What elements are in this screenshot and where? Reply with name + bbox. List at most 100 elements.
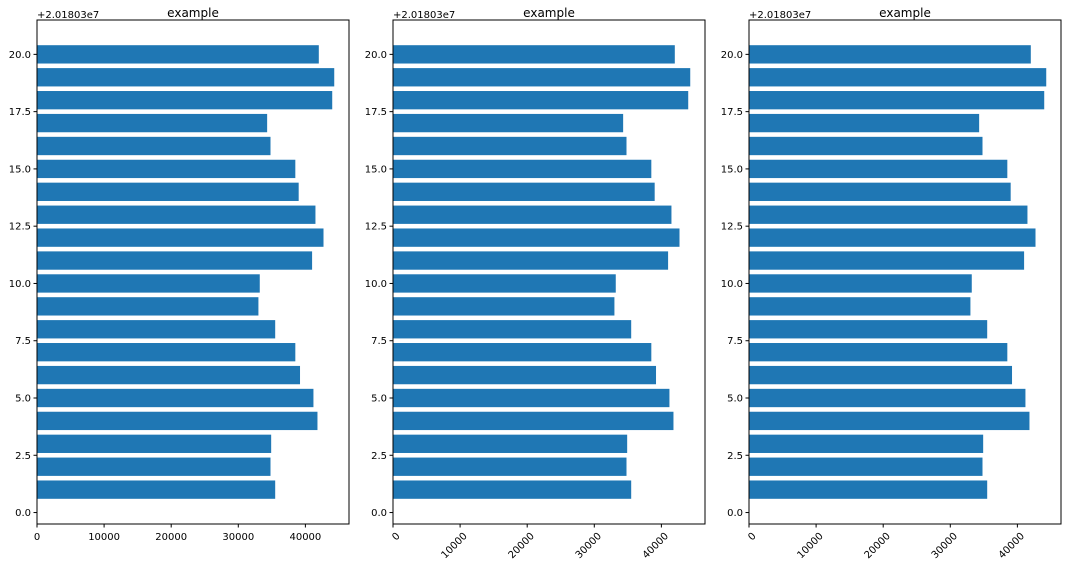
subplot-2-title: example [523, 6, 575, 20]
subplot-2-y-tick-label: 12.5 [365, 222, 387, 233]
subplot-1-y-tick-label: 2.5 [15, 451, 31, 462]
subplot-1-bar-12 [37, 228, 324, 247]
subplot-2-frame [392, 19, 706, 525]
subplot-3-bar-13 [749, 205, 1028, 224]
subplot-1-bar-20 [37, 45, 319, 64]
subplot-3-bar-11 [749, 251, 1025, 270]
subplot-3-bar-9 [749, 297, 971, 316]
subplot-2-y-tick-label: 20.0 [365, 50, 387, 61]
subplot-1-bar-8 [37, 320, 276, 339]
subplot-1-y-ticks: 0.0 2.5 5.0 7.5 10.0 12.5 15.0 17.5 20.0 [9, 50, 37, 519]
subplot-2-bar-4 [393, 411, 674, 431]
subplot-2-bar-1 [393, 480, 632, 499]
subplot-3-bar-8 [749, 320, 988, 339]
subplot-3-y-tick-label: 15.0 [721, 164, 743, 175]
subplot-2-y-tick-label: 2.5 [371, 451, 387, 462]
subplot-1-x-tick-label: 10000 [88, 532, 120, 543]
subplot-1-bars [37, 45, 335, 499]
subplot-2-bar-6 [393, 365, 657, 385]
subplot-2: example +2.01803e7 0 10000 20000 30000 40000… [365, 6, 706, 561]
subplot-1-bar-9 [37, 297, 259, 316]
subplot-3-bar-5 [749, 388, 1026, 408]
subplot-1-bar-6 [37, 365, 301, 385]
subplot-1-bar-11 [37, 251, 313, 270]
subplot-1: example +2.01803e7 0 10000 20000 30000 40000… [9, 6, 350, 543]
subplot-3-bar-16 [749, 136, 983, 156]
subplot-1-bar-3 [37, 434, 272, 453]
subplot-1-x-tick-label: 40000 [289, 532, 321, 543]
subplot-1-y-tick-label: 7.5 [15, 336, 31, 347]
subplot-2-y-tick-label: 5.0 [371, 394, 387, 405]
subplot-3-bar-17 [749, 113, 980, 133]
subplot-1-x-tick-label: 30000 [222, 532, 254, 543]
subplot-3-bar-19 [749, 68, 1047, 87]
subplot-2-bar-17 [393, 113, 624, 133]
subplot-1-bar-4 [37, 411, 318, 431]
subplot-1-x-ticks: 0 10000 20000 30000 40000 [34, 524, 321, 543]
subplot-3-bar-6 [749, 365, 1013, 385]
subplot-1-frame [36, 19, 350, 525]
subplot-3-y-tick-label: 20.0 [721, 50, 743, 61]
subplot-3-y-ticks: 0.0 2.5 5.0 7.5 10.0 12.5 15.0 17.5 20.0 [721, 50, 749, 519]
subplot-2-bar-18 [393, 91, 689, 110]
subplot-1-y-tick-label: 15.0 [9, 164, 31, 175]
subplot-2-offset-label: +2.01803e7 [393, 10, 455, 21]
subplot-1-y-tick-label: 20.0 [9, 50, 31, 61]
subplot-2-bar-2 [393, 457, 627, 476]
subplot-3-bar-7 [749, 343, 1008, 362]
subplot-2-y-tick-label: 0.0 [371, 508, 387, 519]
subplot-2-y-tick-label: 7.5 [371, 336, 387, 347]
subplot-3-y-tick-label: 10.0 [721, 279, 743, 290]
subplot-1-y-tick-label: 5.0 [15, 394, 31, 405]
subplot-3-bar-4 [749, 411, 1030, 431]
subplot-1-bar-14 [37, 182, 299, 201]
subplot-3-y-tick-label: 12.5 [721, 222, 743, 233]
subplot-1-bar-17 [37, 113, 268, 133]
subplot-2-y-ticks: 0.0 2.5 5.0 7.5 10.0 12.5 15.0 17.5 20.0 [365, 50, 393, 519]
subplot-3-offset-label: +2.01803e7 [749, 10, 811, 21]
subplot-2-bar-12 [393, 228, 680, 247]
subplot-2-bar-8 [393, 320, 632, 339]
subplot-1-bar-10 [37, 274, 260, 293]
subplot-1-y-tick-label: 12.5 [9, 222, 31, 233]
subplot-1-bar-15 [37, 159, 296, 179]
subplot-2-y-tick-label: 17.5 [365, 107, 387, 118]
subplot-1-x-tick-label: 20000 [155, 532, 187, 543]
subplot-2-y-tick-label: 15.0 [365, 164, 387, 175]
subplot-2-bar-20 [393, 45, 675, 64]
subplot-1-bar-19 [37, 68, 335, 87]
subplot-3-bar-18 [749, 91, 1045, 110]
subplot-2-bar-3 [393, 434, 628, 453]
subplot-2-bar-19 [393, 68, 691, 87]
subplot-2-bar-15 [393, 159, 652, 179]
subplot-1-bar-1 [37, 480, 276, 499]
subplot-1-bar-16 [37, 136, 271, 156]
subplot-3-bars [749, 45, 1047, 499]
subplot-1-bar-18 [37, 91, 333, 110]
subplot-3-bar-12 [749, 228, 1036, 247]
subplot-3-y-tick-label: 0.0 [727, 508, 743, 519]
subplot-1-title: example [167, 6, 219, 20]
subplot-1-y-tick-label: 17.5 [9, 107, 31, 118]
subplot-3-bar-14 [749, 182, 1011, 201]
subplot-2-bar-14 [393, 182, 655, 201]
subplot-3-bar-3 [749, 434, 984, 453]
subplot-2-bar-7 [393, 343, 652, 362]
subplot-2-bar-9 [393, 297, 615, 316]
subplot-3-y-tick-label: 17.5 [721, 107, 743, 118]
subplot-2-bar-5 [393, 388, 670, 408]
subplot-2-bars [393, 45, 691, 499]
subplot-2-y-tick-label: 10.0 [365, 279, 387, 290]
subplot-1-x-tick-label: 0 [34, 532, 40, 543]
subplot-3-y-tick-label: 7.5 [727, 336, 743, 347]
subplot-1-bar-5 [37, 388, 314, 408]
subplot-2-bar-16 [393, 136, 627, 156]
subplot-1-y-tick-label: 0.0 [15, 508, 31, 519]
subplot-3-title: example [879, 6, 931, 20]
subplot-3-bar-10 [749, 274, 972, 293]
subplot-2-bar-11 [393, 251, 669, 270]
subplot-3-y-tick-label: 5.0 [727, 394, 743, 405]
subplot-1-bar-2 [37, 457, 271, 476]
subplot-3-bar-1 [749, 480, 988, 499]
